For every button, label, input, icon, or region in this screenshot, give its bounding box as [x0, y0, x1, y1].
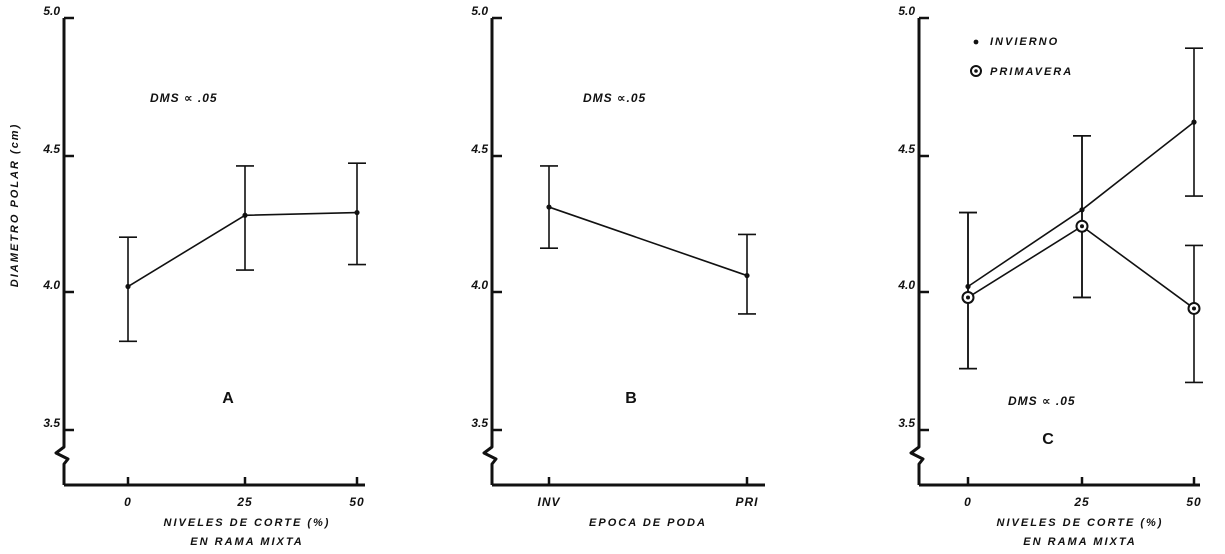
y-axis-line [482, 18, 498, 485]
y-tick-label: 4.5 [897, 142, 915, 156]
panel-c: 3.5 4.0 4.5 5.0 0 25 50 NIVELES DE CORTE (%) EN … [897, 4, 1203, 548]
x-axis-title: EPOCA DE PODA [589, 517, 707, 529]
y-tick-label: 5.0 [471, 4, 488, 18]
dms-annotation: DMS ∝.05 [583, 91, 646, 105]
legend-marker-center [974, 69, 978, 73]
y-tick-label: 5.0 [43, 4, 60, 18]
legend-label: INVIERNO [990, 36, 1059, 48]
y-tick-label: 4.0 [897, 278, 915, 292]
data-point [546, 204, 552, 210]
series-line [548, 206, 748, 277]
panel-letter: C [1042, 431, 1054, 448]
dms-annotation: DMS ∝ .05 [1008, 394, 1076, 408]
legend-marker [973, 39, 979, 45]
legend-label: PRIMAVERA [990, 66, 1073, 78]
y-tick-label: 4.5 [42, 142, 60, 156]
data-point-center [1192, 306, 1196, 311]
x-category-label: 0 [124, 495, 132, 509]
panel-letter: A [222, 390, 234, 407]
data-point [1191, 119, 1197, 125]
y-tick-label: 3.5 [43, 416, 60, 430]
y-tick-label: 4.0 [470, 278, 488, 292]
dms-annotation: DMS ∝ .05 [150, 91, 218, 105]
data-point [744, 272, 750, 279]
x-category-label: INV [537, 495, 560, 509]
y-tick-label: 3.5 [471, 416, 488, 430]
series-line [967, 225, 1195, 310]
x-category-label: PRI [735, 495, 758, 509]
x-category-label: 25 [1073, 495, 1089, 509]
y-tick-label: 4.5 [470, 142, 488, 156]
x-category-label: 50 [349, 495, 364, 509]
x-axis-title: NIVELES DE CORTE (%) [997, 517, 1164, 529]
x-axis-title: EN RAMA MIXTA [190, 536, 303, 548]
y-axis-line [909, 18, 925, 485]
series-line [127, 211, 358, 288]
y-tick-label: 3.5 [898, 416, 915, 430]
data-point-center [1080, 224, 1084, 229]
x-axis-title: NIVELES DE CORTE (%) [164, 517, 331, 529]
y-axis-title: DIAMETRO POLAR (cm) [9, 123, 21, 288]
panel-b: 3.5 4.0 4.5 5.0 INV PRI EPOCA DE PODA DMS ∝.05 B [470, 4, 765, 529]
panel-a: 3.5 4.0 4.5 5.0 0 25 50 NIVELES DE CORTE (%) EN … [42, 4, 366, 548]
y-axis-line [54, 18, 70, 485]
x-category-label: 25 [236, 495, 252, 509]
y-tick-label: 4.0 [42, 278, 60, 292]
x-axis-title: EN RAMA MIXTA [1023, 536, 1136, 548]
series-line [967, 121, 1195, 288]
x-category-label: 0 [964, 495, 972, 509]
panel-letter: B [625, 390, 637, 407]
x-category-label: 50 [1186, 495, 1201, 509]
data-point-center [966, 295, 970, 300]
data-point [242, 212, 248, 218]
y-tick-label: 5.0 [898, 4, 915, 18]
data-point [354, 209, 360, 216]
data-point [125, 283, 131, 290]
